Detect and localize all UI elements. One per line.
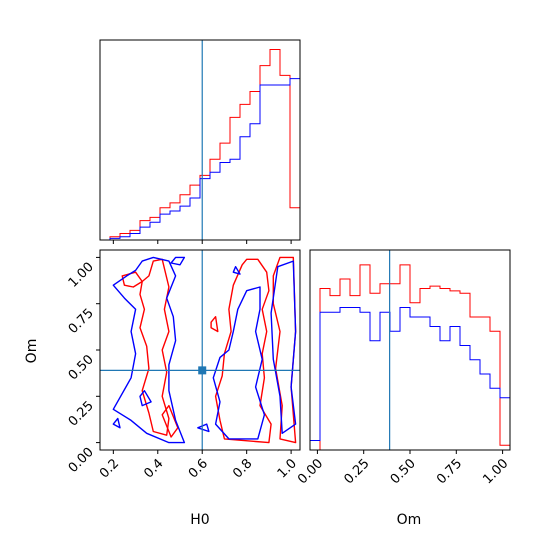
h0-x-tick-label-2: 0.6 bbox=[186, 456, 211, 481]
h0-histogram-panel bbox=[99, 39, 301, 244]
truth-marker bbox=[198, 366, 207, 375]
om-y-tick-label-4: 1.00 bbox=[66, 260, 97, 291]
contour-red-3 bbox=[272, 256, 297, 444]
contour-blue-4 bbox=[112, 417, 121, 429]
h0-hist-frame bbox=[99, 39, 301, 241]
contour-blue-0 bbox=[112, 256, 186, 444]
h0-hist-red-series bbox=[100, 49, 300, 241]
om-x-tick-label-3: 0.75 bbox=[434, 456, 465, 487]
h0-x-tick-label-1: 0.4 bbox=[141, 456, 166, 481]
om-x-tick-label-2: 0.50 bbox=[388, 456, 419, 487]
contour-blue-6 bbox=[197, 423, 210, 433]
contour-blue-2 bbox=[212, 286, 266, 440]
contour-blue-1 bbox=[170, 256, 186, 266]
om-y-tick-label-2: 0.50 bbox=[66, 352, 97, 383]
contour-blue-3 bbox=[270, 260, 297, 434]
contour-blue-7 bbox=[232, 266, 241, 275]
contour-red-1 bbox=[121, 271, 143, 288]
y-axis-label-om: Om bbox=[24, 339, 40, 364]
om-x-tick-label-0: 0.00 bbox=[295, 456, 326, 487]
x-axis-label-om: Om bbox=[397, 512, 422, 528]
om-y-tick-label-0: 0.00 bbox=[66, 445, 97, 476]
om-y-tick-label-3: 0.75 bbox=[66, 306, 97, 337]
h0-x-tick-label-0: 0.2 bbox=[97, 456, 122, 481]
contour-blue-5 bbox=[139, 390, 152, 407]
om-x-tick-label-4: 1.00 bbox=[480, 456, 511, 487]
om-histogram-panel: 0.00 0.25 0.50 0.75 1.00 bbox=[295, 249, 511, 487]
om-hist-red-series bbox=[310, 264, 510, 451]
contour-red-0 bbox=[139, 258, 170, 436]
h0-hist-blue-series bbox=[100, 78, 300, 241]
om-x-tick-label-1: 0.25 bbox=[341, 456, 372, 487]
om-hist-blue-series bbox=[310, 307, 510, 442]
h0-om-contour-panel: 0.2 0.4 0.6 0.8 1.00.000.250.500.751.00 bbox=[66, 249, 301, 481]
h0-x-tick-label-3: 0.8 bbox=[230, 456, 255, 481]
contour-red-5 bbox=[210, 316, 219, 333]
x-axis-label-h0: H0 bbox=[190, 512, 209, 528]
om-y-tick-label-1: 0.25 bbox=[66, 399, 97, 430]
contour-red-2 bbox=[214, 258, 272, 444]
